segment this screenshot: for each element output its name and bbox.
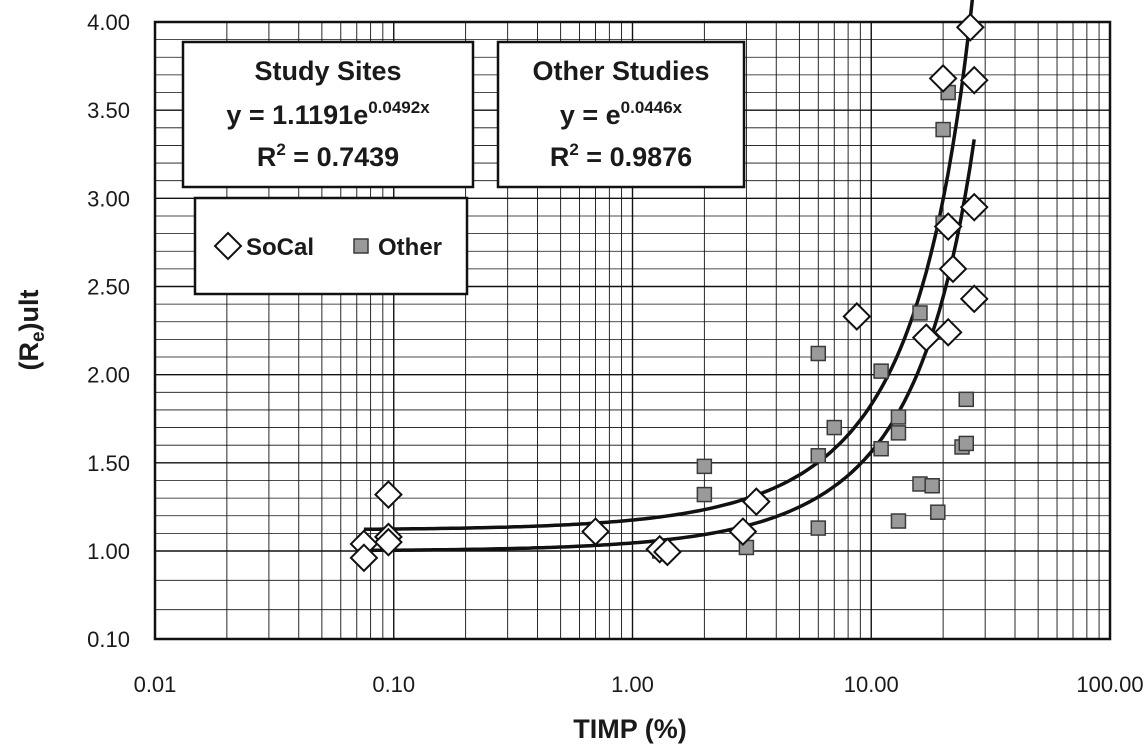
- other-point: [958, 391, 975, 408]
- other-studies-equation: y = e0.0446x: [560, 98, 683, 130]
- y-tick-label: 3.50: [87, 98, 130, 123]
- socal-point: [349, 543, 379, 573]
- socal-point: [933, 317, 963, 347]
- other-studies-r2: R2 = 0.9876: [550, 140, 692, 172]
- legend-other-marker: [353, 238, 369, 254]
- other-point: [924, 478, 940, 494]
- other-point: [890, 409, 907, 425]
- other-point: [696, 458, 713, 475]
- study-sites-equation: y = 1.1191e0.0492x: [226, 98, 430, 130]
- trendline: [363, 0, 975, 532]
- legend-socal-label: SoCal: [246, 234, 314, 261]
- socal-point: [959, 65, 989, 95]
- other-point: [958, 435, 975, 452]
- socal-point: [955, 12, 985, 42]
- socal-point: [581, 517, 610, 547]
- other-point: [873, 440, 889, 457]
- study-sites-box: Study Sites y = 1.1191e0.0492x R2 = 0.74…: [181, 40, 475, 189]
- other-point: [912, 305, 928, 321]
- legend: SoCal Other: [193, 196, 469, 296]
- legend-other-label: Other: [378, 234, 442, 261]
- study-sites-title: Study Sites: [254, 56, 401, 86]
- other-point: [873, 363, 889, 379]
- socal-point: [842, 302, 872, 331]
- socal-series: [349, 12, 989, 573]
- socal-point: [728, 517, 758, 547]
- socal-point: [959, 192, 989, 222]
- other-point: [810, 448, 827, 464]
- x-tick-label: 10.00: [844, 672, 899, 697]
- socal-point: [933, 212, 963, 241]
- other-studies-title: Other Studies: [532, 56, 709, 86]
- other-point: [935, 121, 951, 138]
- plot-frame: [153, 20, 1112, 641]
- other-point: [696, 486, 713, 503]
- socal-point: [374, 527, 403, 557]
- socal-point: [959, 284, 989, 314]
- x-tick-labels: 0.01 0.10 1.00 10.00 100.00: [134, 672, 1144, 697]
- other-point: [810, 345, 827, 362]
- socal-point: [741, 487, 771, 517]
- y-tick-label: 0.10: [87, 627, 130, 652]
- socal-point: [374, 480, 403, 509]
- socal-point: [928, 64, 958, 93]
- y-tick-labels: 0.10 1.00 1.50 2.00 2.50 3.00 3.50 4.00: [87, 10, 130, 652]
- y-tick-label: 4.00: [87, 10, 130, 35]
- y-tick-label: 2.00: [87, 363, 130, 388]
- x-tick-label: 0.10: [372, 672, 415, 697]
- y-tick-label: 3.00: [87, 186, 130, 211]
- other-point: [890, 425, 907, 441]
- other-studies-box: Other Studies y = e0.0446x R2 = 0.9876: [496, 40, 746, 189]
- other-point: [890, 513, 907, 529]
- x-tick-label: 1.00: [611, 672, 654, 697]
- y-tick-label: 2.50: [87, 275, 130, 300]
- other-point: [826, 419, 843, 436]
- socal-point: [652, 537, 682, 567]
- study-sites-r2: R2 = 0.7439: [257, 140, 399, 172]
- y-tick-label: 1.50: [87, 451, 130, 476]
- y-axis-title: (Re)ult: [14, 289, 49, 370]
- socal-point: [938, 254, 968, 284]
- other-point: [810, 520, 827, 536]
- x-tick-label: 100.00: [1076, 672, 1143, 697]
- x-tick-label: 0.01: [134, 672, 177, 697]
- y-tick-label: 1.00: [87, 539, 130, 564]
- legend-socal-marker: [213, 231, 243, 261]
- other-point: [930, 504, 946, 520]
- x-axis-title: TIMP (%): [573, 714, 687, 744]
